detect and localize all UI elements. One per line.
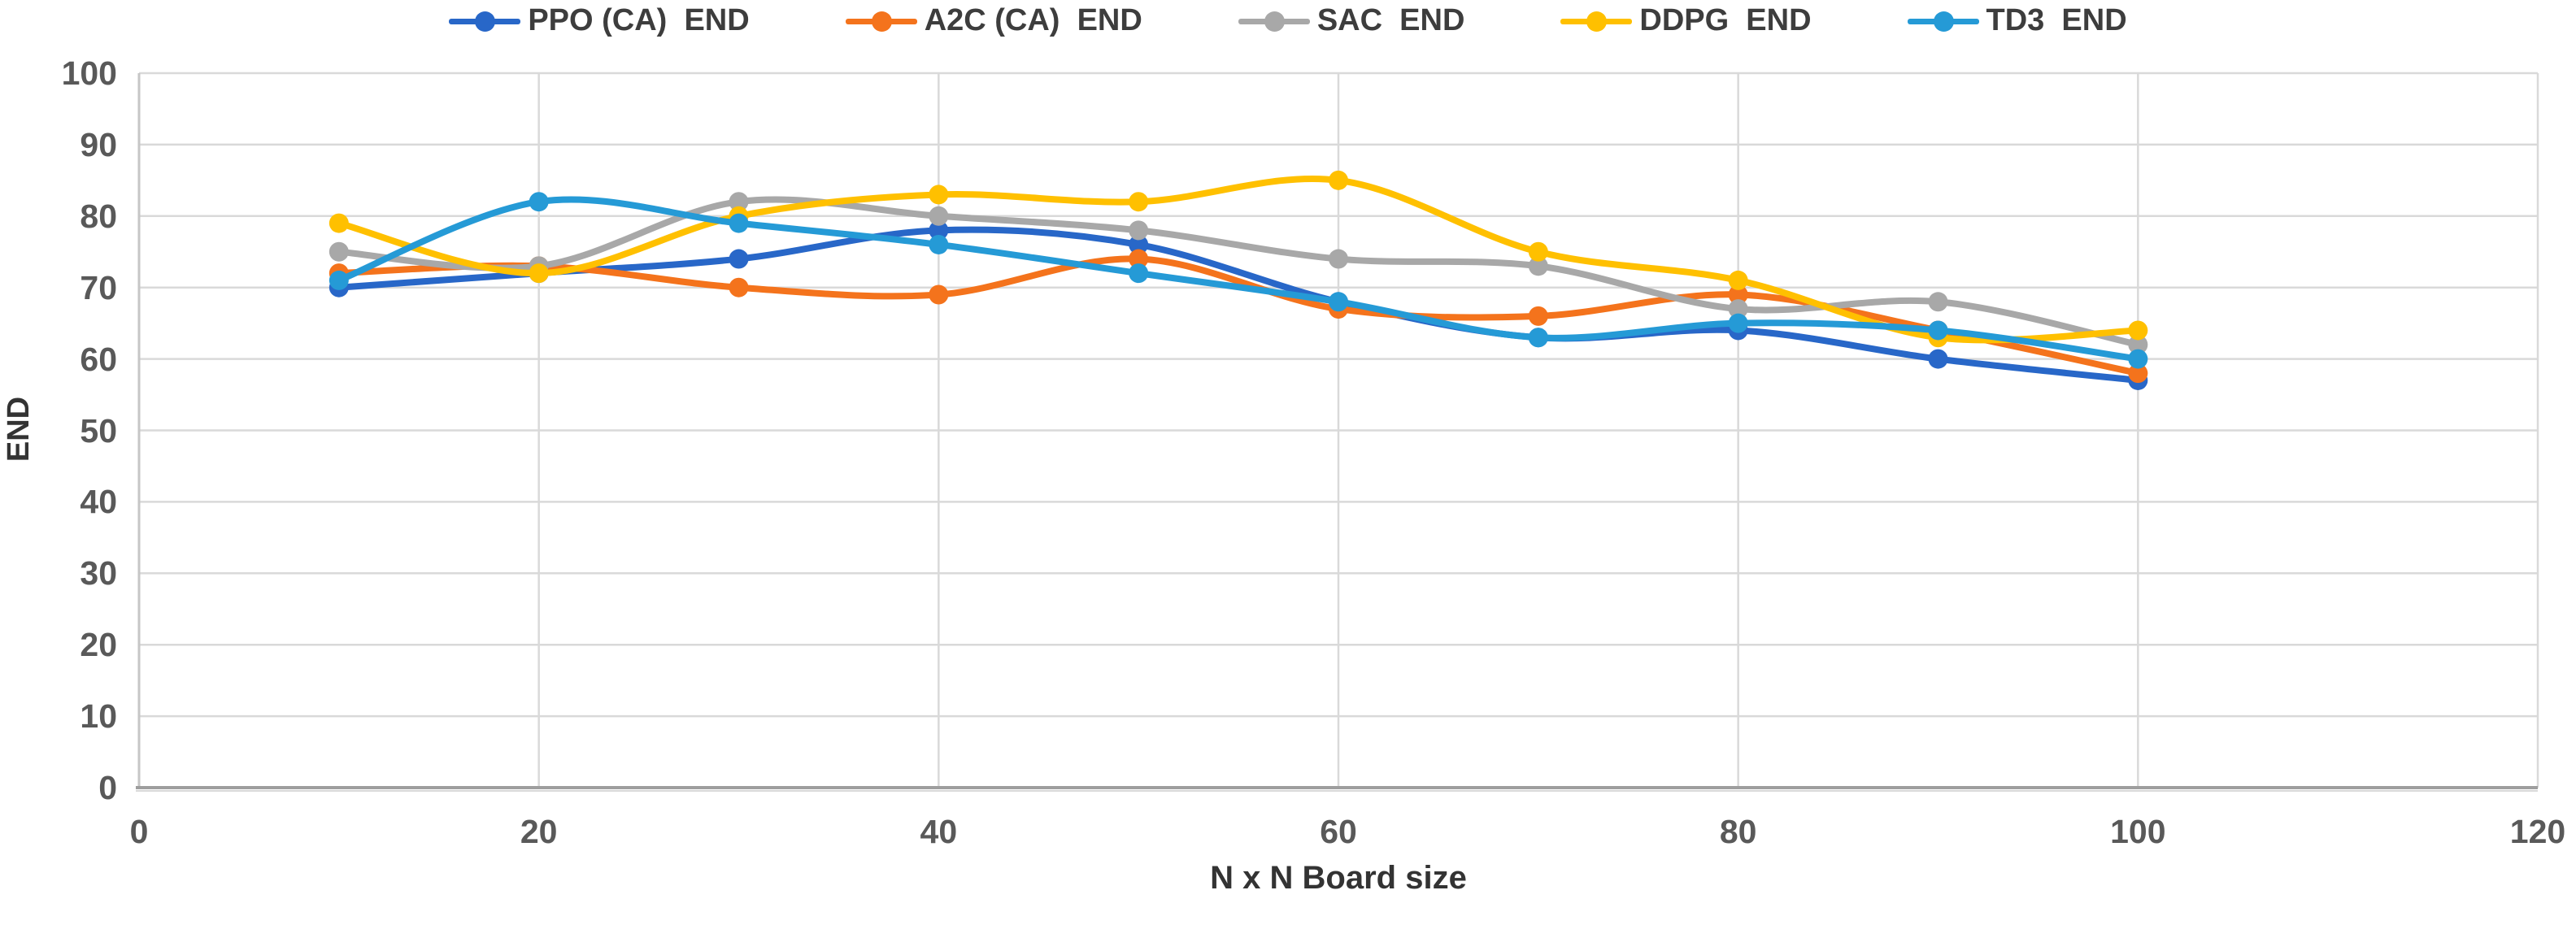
- ddpg-series-marker-icon: [1560, 9, 1633, 33]
- y-tick-label: 50: [80, 411, 117, 449]
- td3-series-marker-icon: [1907, 9, 1979, 33]
- y-tick-label: 70: [80, 268, 117, 306]
- legend-label-a2c: A2C (CA) END: [924, 3, 1142, 37]
- y-tick-label: 20: [80, 626, 117, 664]
- legend-item-ppo: PPO (CA) END: [449, 3, 750, 38]
- x-tick-label: 80: [1719, 813, 1757, 850]
- legend-item-sac: SAC END: [1238, 3, 1465, 38]
- y-tick-label: 10: [80, 697, 117, 736]
- x-tick-label: 60: [1320, 813, 1357, 850]
- y-tick-label: 30: [80, 554, 117, 593]
- a2c-series-marker-icon: [845, 9, 917, 33]
- legend-item-a2c: A2C (CA) END: [845, 3, 1142, 38]
- legend-label-ppo: PPO (CA) END: [528, 3, 750, 37]
- legend-label-td3: TD3 END: [1986, 3, 2127, 37]
- y-tick-label: 0: [98, 769, 117, 806]
- x-tick-label: 40: [920, 813, 958, 850]
- sac-series-marker-icon: [1238, 9, 1310, 33]
- x-tick-label: 100: [2110, 813, 2166, 850]
- ppo-series-marker-icon: [449, 9, 521, 33]
- x-axis-title: N x N Board size: [1210, 860, 1467, 896]
- legend-item-td3: TD3 END: [1907, 3, 2127, 38]
- legend-label-sac: SAC END: [1316, 3, 1465, 37]
- y-tick-label: 90: [80, 125, 117, 163]
- x-tick-label: 0: [129, 813, 149, 850]
- chart-legend: PPO (CA) END A2C (CA) END SAC END DDPG E…: [0, 3, 2576, 38]
- y-tick-label: 80: [80, 197, 117, 235]
- legend-label-ddpg: DDPG END: [1639, 3, 1812, 37]
- x-tick-label: 120: [2509, 813, 2566, 850]
- y-tick-label: 40: [80, 483, 117, 521]
- legend-item-ddpg: DDPG END: [1560, 3, 1812, 38]
- x-tick-label: 20: [520, 813, 558, 850]
- y-tick-label: 60: [80, 340, 117, 378]
- y-tick-label: 100: [61, 54, 117, 92]
